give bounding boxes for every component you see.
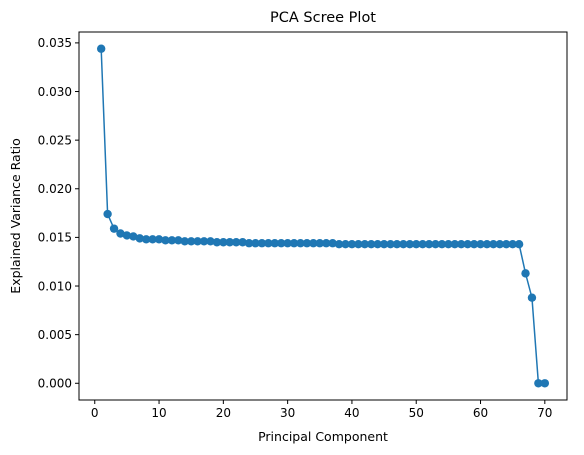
data-point: [514, 240, 524, 249]
data-point: [199, 237, 209, 246]
data-point: [244, 239, 254, 248]
data-point: [495, 240, 505, 249]
data-point: [96, 44, 106, 53]
data-point: [508, 240, 517, 249]
data-point: [405, 240, 414, 249]
data-point: [482, 240, 492, 249]
data-point: [283, 239, 292, 248]
y-axis-ticks: 0.000 0.005 0.010 0.015 0.020 0.025 0.030 0.035: [38, 36, 79, 391]
data-point: [296, 239, 305, 248]
data-point: [347, 240, 357, 249]
data-point: [386, 240, 395, 249]
data-point: [193, 237, 202, 246]
x-tick-label: 10: [151, 406, 166, 420]
data-point: [527, 293, 537, 302]
data-point: [161, 236, 170, 245]
data-point: [437, 240, 447, 249]
data-point: [418, 240, 427, 249]
data-point: [154, 235, 164, 244]
data-point: [373, 240, 382, 249]
data-point: [270, 239, 279, 248]
data-point: [212, 238, 222, 247]
data-point: [457, 240, 466, 249]
y-tick-label: 0.000: [38, 377, 72, 391]
data-point: [315, 239, 324, 248]
x-tick-label: 30: [280, 406, 295, 420]
x-axis-label: Principal Component: [258, 429, 388, 444]
data-point: [540, 379, 550, 388]
data-point: [251, 239, 260, 248]
data-point: [186, 237, 196, 246]
x-tick-label: 60: [473, 406, 488, 420]
data-point: [109, 224, 119, 233]
data-point: [341, 240, 350, 249]
data-point: [489, 240, 498, 249]
data-point: [463, 240, 472, 249]
y-tick-label: 0.025: [38, 133, 72, 147]
data-point: [180, 237, 189, 246]
data-point: [141, 235, 151, 244]
data-point: [167, 236, 177, 245]
data-point: [257, 239, 267, 248]
x-tick-label: 0: [91, 406, 99, 420]
data-point: [309, 239, 318, 248]
data-point: [174, 236, 183, 245]
data-point: [129, 232, 138, 241]
data-point: [103, 209, 112, 219]
data-point: [502, 240, 511, 249]
data-point: [238, 238, 247, 247]
data-point: [469, 240, 479, 249]
y-axis-label: Explained Variance Ratio: [8, 138, 23, 293]
y-tick-label: 0.020: [38, 182, 72, 196]
data-point: [424, 240, 434, 249]
data-point: [334, 240, 344, 249]
data-point: [219, 238, 228, 247]
data-point: [116, 229, 125, 238]
y-tick-label: 0.035: [38, 36, 72, 50]
x-tick-label: 50: [409, 406, 424, 420]
y-tick-label: 0.010: [38, 279, 72, 293]
data-point: [360, 240, 369, 249]
x-axis-ticks: 0 10 20 30 40 50 60 70: [91, 400, 552, 420]
data-point: [225, 238, 234, 247]
y-tick-label: 0.005: [38, 328, 72, 342]
axes-frame: [78, 31, 568, 401]
data-point: [328, 239, 337, 248]
data-point: [289, 239, 299, 248]
data-point: [302, 239, 312, 248]
data-point: [379, 240, 389, 249]
data-point: [534, 379, 543, 388]
data-point: [412, 240, 421, 249]
data-point: [232, 238, 241, 247]
data-point: [367, 240, 376, 249]
data-point: [444, 240, 453, 249]
data-point: [122, 231, 132, 240]
data-point: [476, 240, 485, 249]
y-tick-label: 0.015: [38, 231, 72, 245]
data-point: [399, 240, 408, 249]
data-point: [135, 234, 144, 243]
chart-title: PCA Scree Plot: [270, 10, 376, 26]
data-point: [354, 240, 363, 249]
plot-area: [78, 31, 568, 401]
x-tick-label: 20: [216, 406, 231, 420]
data-point: [277, 239, 286, 248]
data-point: [431, 240, 440, 249]
data-point: [148, 235, 157, 244]
data-point: [322, 239, 331, 248]
x-tick-label: 40: [344, 406, 359, 420]
series-layer: [96, 44, 550, 388]
data-point: [206, 237, 215, 246]
data-point: [392, 240, 402, 249]
data-point: [521, 269, 530, 278]
x-tick-label: 70: [537, 406, 552, 420]
y-tick-label: 0.030: [38, 85, 72, 99]
data-point: [450, 240, 460, 249]
data-point: [264, 239, 273, 248]
